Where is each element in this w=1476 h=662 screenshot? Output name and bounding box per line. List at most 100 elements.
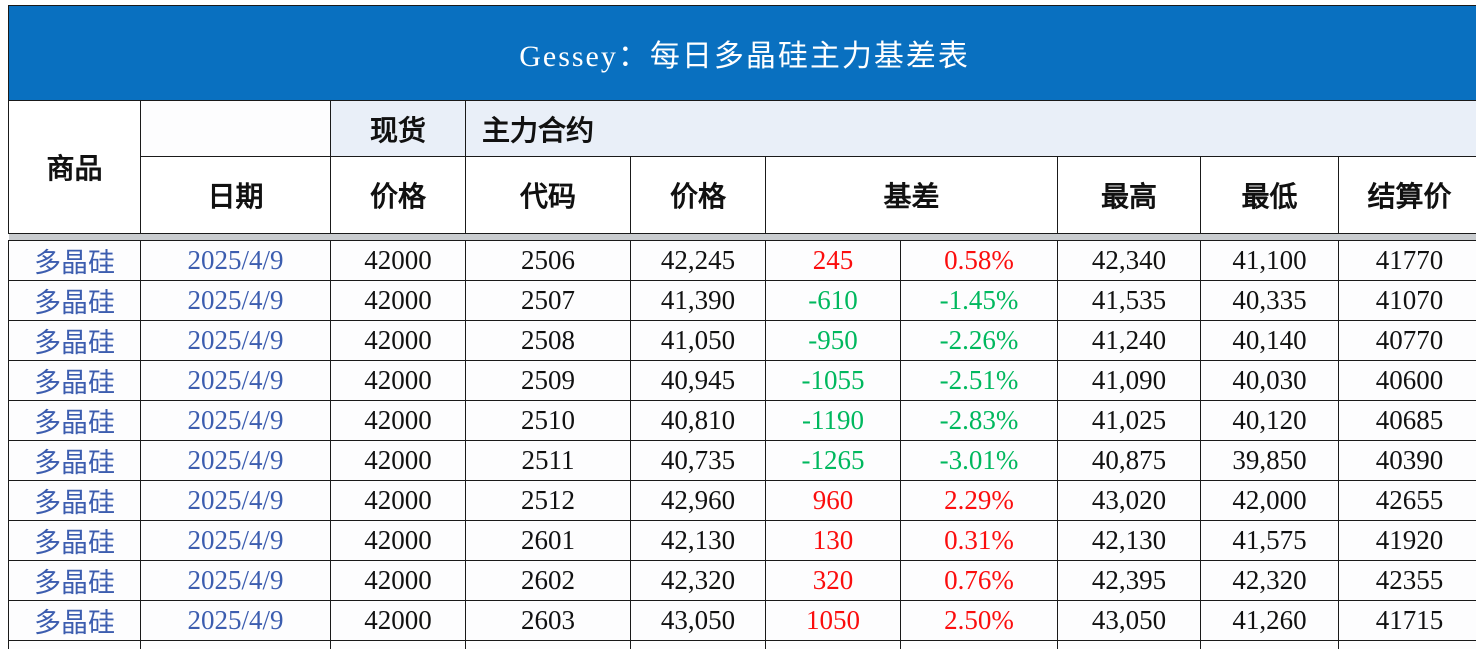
cell-spot-price: 42000 — [330, 600, 466, 641]
column-header-price: 价格 — [630, 156, 766, 234]
cell-low: 40,335 — [1200, 280, 1339, 321]
cell-date: 2025/4/9 — [140, 240, 331, 281]
cell-basis-pct: 2.29% — [900, 480, 1058, 521]
title-row: Gessey：每日多晶硅主力基差表 — [7, 5, 1476, 101]
cell-low: 41,575 — [1200, 520, 1339, 561]
cell-commodity: 多晶硅 — [8, 240, 141, 281]
cell-date: 2025/4/9 — [140, 440, 331, 481]
column-header-settlement: 结算价 — [1337, 156, 1476, 234]
cell-high: 41,240 — [1057, 320, 1201, 361]
table-row: 多晶硅 2025/4/9 42000 2512 42,960 960 2.29%… — [8, 480, 1476, 521]
cell-basis-pct: -1.45% — [900, 280, 1058, 321]
column-header-basis: 基差 — [765, 156, 1058, 234]
cell-spot-price: 42000 — [330, 360, 466, 401]
cell-basis-pct: 0.31% — [900, 520, 1058, 561]
cell-commodity: 多晶硅 — [8, 440, 141, 481]
cell-basis: 130 — [765, 520, 901, 561]
cell-settlement: 42655 — [1337, 480, 1476, 521]
column-header-high: 最高 — [1057, 156, 1201, 234]
cell-price: 41,050 — [630, 320, 766, 361]
cell-spot-price: 42000 — [330, 400, 466, 441]
cell-code: 2507 — [465, 280, 631, 321]
page-title: Gessey：每日多晶硅主力基差表 — [7, 5, 1476, 101]
cell-price: 42,130 — [630, 520, 766, 561]
group-header-row: 商品 现货 主力合约 — [8, 100, 1476, 234]
cell-high: 40,875 — [1057, 440, 1201, 481]
cell-basis-pct: 0.76% — [900, 560, 1058, 601]
cell-price: 40,810 — [630, 400, 766, 441]
cell-low: 39,850 — [1200, 440, 1339, 481]
cell-date: 2025/4/9 — [140, 400, 331, 441]
cell-spot-price: 42000 — [330, 560, 466, 601]
empty-header-cell — [140, 100, 331, 157]
cell-code: 2511 — [465, 440, 631, 481]
cell-high: 42,340 — [1057, 240, 1201, 281]
cell-code: 2510 — [465, 400, 631, 441]
cell-commodity: 多晶硅 — [8, 400, 141, 441]
cell-date: 2025/4/9 — [140, 560, 331, 601]
cell-code: 2601 — [465, 520, 631, 561]
basis-table: Gessey：每日多晶硅主力基差表 商品 现货 主力合约 日期 价格 代码 价格… — [7, 5, 1476, 649]
cell-high: 43,050 — [1057, 600, 1201, 641]
cell-spot-price: 42000 — [330, 320, 466, 361]
cell-settlement: 40685 — [1337, 400, 1476, 441]
cell-code: 2512 — [465, 480, 631, 521]
basis-table-container: Gessey：每日多晶硅主力基差表 商品 现货 主力合约 日期 价格 代码 价格… — [7, 5, 1476, 649]
table-row: 多晶硅 2025/4/9 42000 2602 42,320 320 0.76%… — [8, 560, 1476, 601]
separator-band-fill — [8, 233, 1476, 241]
cell-settlement: 41770 — [1337, 240, 1476, 281]
cell-basis: 320 — [765, 560, 901, 601]
cell-spot-price: 42000 — [330, 520, 466, 561]
cell-basis: 1050 — [765, 600, 901, 641]
cell-settlement: 41920 — [1337, 520, 1476, 561]
cell-basis: -1265 — [765, 440, 901, 481]
table-body: 多晶硅 2025/4/9 42000 2506 42,245 245 0.58%… — [8, 240, 1476, 641]
cell-settlement: 41715 — [1337, 600, 1476, 641]
cell-date: 2025/4/9 — [140, 360, 331, 401]
cell-spot-price: 42000 — [330, 440, 466, 481]
cell-code: 2603 — [465, 600, 631, 641]
cell-high: 41,535 — [1057, 280, 1201, 321]
cell-low: 40,120 — [1200, 400, 1339, 441]
cell-settlement: 42355 — [1337, 560, 1476, 601]
cell-price: 42,320 — [630, 560, 766, 601]
cell-code: 2602 — [465, 560, 631, 601]
cell-spot-price: 42000 — [330, 240, 466, 281]
column-header-date: 日期 — [140, 156, 331, 234]
cell-basis-pct: -2.51% — [900, 360, 1058, 401]
table-row: 多晶硅 2025/4/9 42000 2507 41,390 -610 -1.4… — [8, 280, 1476, 321]
cell-spot-price: 42000 — [330, 480, 466, 521]
cell-basis-pct: -3.01% — [900, 440, 1058, 481]
column-header-row: 日期 价格 代码 价格 基差 最高 最低 结算价 — [9, 156, 1476, 234]
cell-commodity: 多晶硅 — [8, 480, 141, 521]
cell-code: 2506 — [465, 240, 631, 281]
cell-basis: -1190 — [765, 400, 901, 441]
cell-price: 40,735 — [630, 440, 766, 481]
cell-high: 41,090 — [1057, 360, 1201, 401]
table-row: 多晶硅 2025/4/9 42000 2509 40,945 -1055 -2.… — [8, 360, 1476, 401]
cell-high: 42,130 — [1057, 520, 1201, 561]
cell-date: 2025/4/9 — [140, 480, 331, 521]
cell-date: 2025/4/9 — [140, 600, 331, 641]
cell-high: 41,025 — [1057, 400, 1201, 441]
cell-spot-price: 42000 — [330, 280, 466, 321]
cell-commodity: 多晶硅 — [8, 320, 141, 361]
cell-commodity: 多晶硅 — [8, 600, 141, 641]
cell-settlement: 41070 — [1337, 280, 1476, 321]
column-header-spot-price: 价格 — [330, 156, 466, 234]
cell-commodity: 多晶硅 — [8, 520, 141, 561]
cell-low: 42,000 — [1200, 480, 1339, 521]
cell-basis: -950 — [765, 320, 901, 361]
cell-price: 41,390 — [630, 280, 766, 321]
table-row: 多晶硅 2025/4/9 42000 2603 43,050 1050 2.50… — [8, 600, 1476, 641]
cell-low: 40,140 — [1200, 320, 1339, 361]
cell-settlement: 40600 — [1337, 360, 1476, 401]
cell-settlement: 40770 — [1337, 320, 1476, 361]
cell-low: 40,030 — [1200, 360, 1339, 401]
cell-price: 42,245 — [630, 240, 766, 281]
cell-code: 2509 — [465, 360, 631, 401]
cell-high: 42,395 — [1057, 560, 1201, 601]
table-row: 多晶硅 2025/4/9 42000 2511 40,735 -1265 -3.… — [8, 440, 1476, 481]
cell-high: 43,020 — [1057, 480, 1201, 521]
